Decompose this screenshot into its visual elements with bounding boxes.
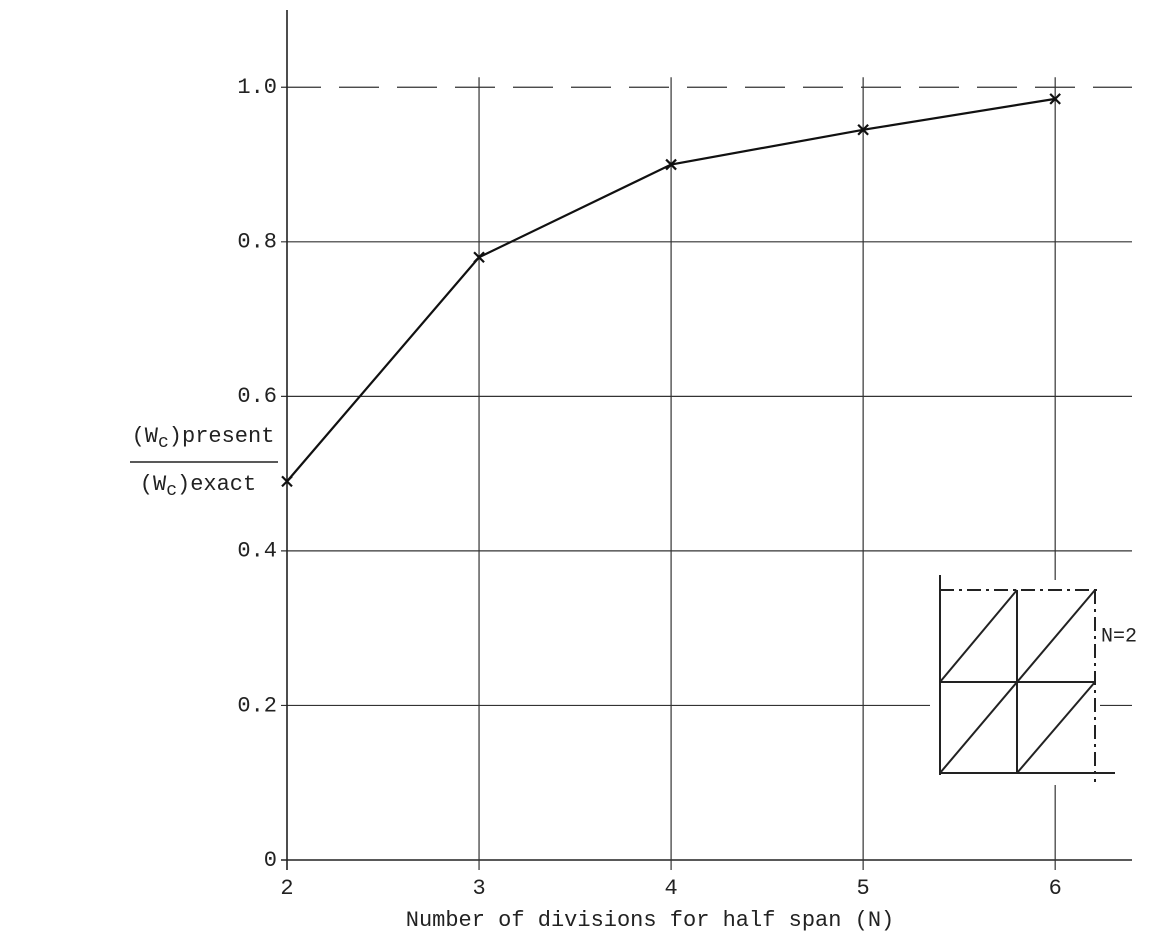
data-point	[857, 123, 869, 136]
y-label-part: (W	[140, 472, 167, 497]
y-axis-label-numerator: (Wc)present	[132, 424, 275, 453]
inset-diagonal	[939, 589, 1018, 683]
y-tick-label: 1.0	[237, 75, 277, 100]
inset-diagonal	[1016, 681, 1096, 774]
y-tick-label: 0.8	[237, 230, 277, 255]
y-tick-label: 0.2	[237, 693, 277, 718]
x-tick-label: 5	[857, 876, 870, 901]
y-tick-label: 0.4	[237, 539, 277, 564]
y-label-part: )exact	[177, 472, 256, 497]
data-point	[665, 158, 677, 171]
data-point	[281, 475, 293, 488]
x-tick-label: 4	[664, 876, 677, 901]
data-point	[1049, 93, 1061, 105]
y-label-part: (W	[132, 424, 159, 449]
y-label-sub: c	[166, 481, 177, 501]
inset-diagram	[930, 575, 1115, 785]
x-tick-label: 3	[472, 876, 485, 901]
x-tick-label: 6	[1049, 876, 1062, 901]
inset-diagonal	[939, 589, 1096, 774]
y-axis-label-denominator: (Wc)exact	[140, 472, 256, 501]
y-label-part: )present	[169, 424, 275, 449]
x-tick-label: 2	[280, 876, 293, 901]
y-tick-label: 0.6	[237, 384, 277, 409]
annotation: N=2	[1101, 625, 1137, 648]
x-axis-label: Number of divisions for half span (N)	[406, 908, 894, 933]
y-tick-label: 0	[264, 848, 277, 873]
y-label-sub: c	[158, 433, 169, 453]
data-point	[473, 251, 485, 264]
